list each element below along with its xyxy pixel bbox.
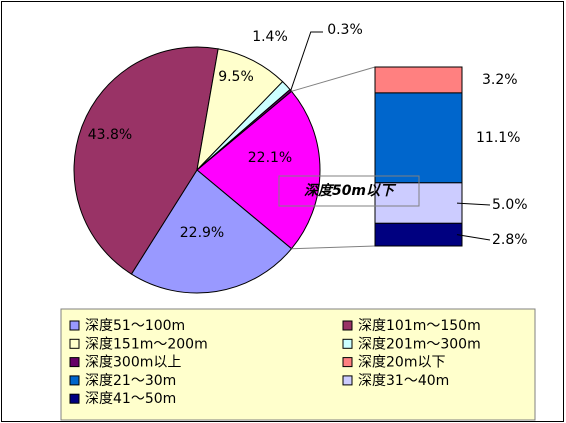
- legend-label: 深度300m以上: [85, 355, 181, 371]
- data-label: 22.9%: [180, 225, 224, 241]
- leader-line: [290, 31, 323, 91]
- data-label: 1.4%: [252, 29, 288, 45]
- other-label-box: [278, 175, 420, 207]
- legend-label: 深度51～100m: [85, 318, 185, 334]
- data-label: 22.1%: [248, 150, 292, 166]
- legend-label: 深度151m～200m: [85, 336, 208, 352]
- legend-swatch: [342, 357, 353, 368]
- pie-slice: [196, 88, 293, 171]
- data-label: 43.8%: [88, 127, 132, 143]
- legend-label: 深度41～50m: [85, 391, 176, 407]
- bar-segment: [374, 222, 463, 247]
- bar-segment: [374, 92, 463, 184]
- data-label: 11.1%: [476, 130, 520, 146]
- legend-box: [60, 308, 536, 421]
- bar-segment: [374, 66, 463, 94]
- connector-line: [291, 245, 376, 250]
- legend-swatch: [69, 338, 80, 349]
- legend-swatch: [69, 320, 80, 331]
- legend-swatch: [69, 357, 80, 368]
- pie-slice: [73, 46, 219, 275]
- legend-label: 深度31～40m: [358, 373, 449, 389]
- legend-swatch: [342, 338, 353, 349]
- leader-line: [456, 234, 491, 241]
- legend-swatch: [342, 320, 353, 331]
- data-label: 2.8%: [492, 232, 528, 248]
- legend-label: 深度21～30m: [85, 373, 176, 389]
- legend-label: 深度201m～300m: [358, 336, 481, 352]
- legend-swatch: [69, 393, 80, 404]
- other-label: 深度50m以下: [304, 182, 397, 199]
- pie-slice-other: [196, 90, 321, 250]
- data-label: 5.0%: [492, 197, 528, 213]
- leader-line: [456, 202, 491, 206]
- legend-swatch: [69, 375, 80, 386]
- data-label: 9.5%: [218, 69, 254, 85]
- legend-label: 深度101m～150m: [358, 318, 481, 334]
- legend-label: 深度20m以下: [358, 355, 445, 371]
- legend-swatch: [342, 375, 353, 386]
- pie-slice: [130, 169, 293, 294]
- connector-line: [291, 66, 376, 92]
- data-label: 3.2%: [482, 72, 518, 88]
- data-label: 0.3%: [327, 22, 363, 38]
